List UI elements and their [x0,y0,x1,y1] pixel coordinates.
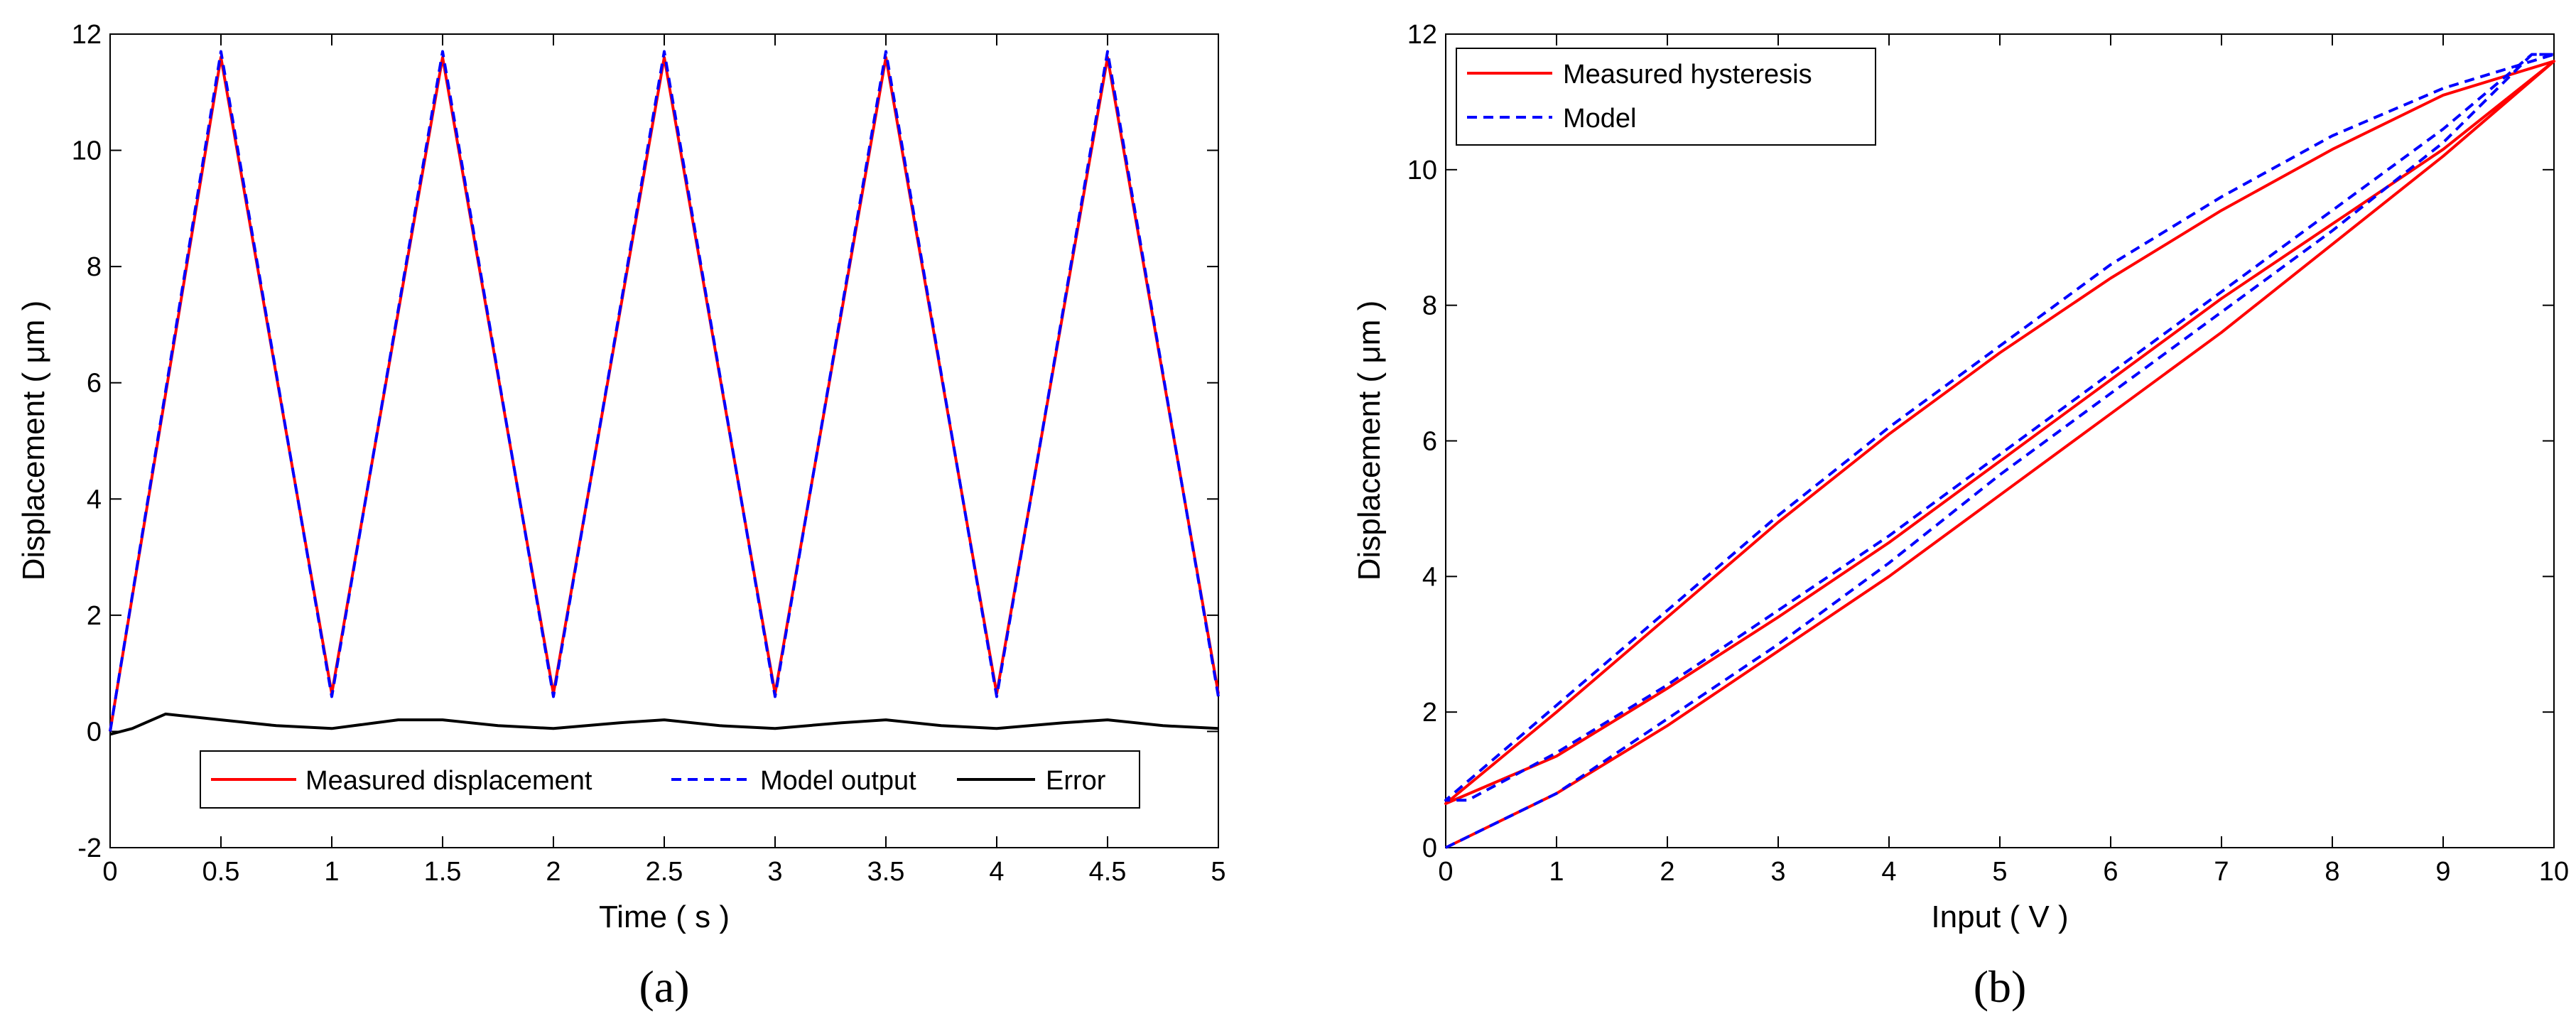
panel-b-x-ticks: 0 1 2 3 4 5 6 7 8 9 10 [1438,34,2569,887]
legend-error-label: Error [1046,766,1106,796]
x-tick-label: 8 [2325,857,2339,887]
y-tick-label: 6 [1422,427,1437,457]
x-tick-label: 10 [2539,857,2569,887]
y-tick-label: 0 [87,717,102,747]
y-tick-label: 4 [87,485,102,514]
x-tick-label: 4 [1881,857,1896,887]
x-tick-label: 2 [546,857,561,887]
x-tick-label: 4 [989,857,1004,887]
x-tick-label: 1 [324,857,339,887]
panel-a-series-group [109,50,1220,736]
x-tick-label: 2.5 [646,857,683,887]
x-tick-label: 3 [767,857,782,887]
x-tick-label: 0 [1438,857,1453,887]
panel-b-legend: Measured hysteresis Model [1456,48,1876,146]
legend-measured-hysteresis-label: Measured hysteresis [1563,60,1812,90]
y-tick-label: 2 [87,601,102,631]
panel-b-series-group [1444,53,2555,849]
legend-model-label: Model [1563,104,1637,134]
y-tick-label: 8 [1422,291,1437,321]
y-tick-label: 4 [1422,562,1437,592]
panel-a-y-ticks: -2 0 2 4 6 8 10 12 [72,20,1218,863]
panel-a-x-axis-title: Time ( s ) [599,900,730,934]
panel-a-x-ticks: 0 0.5 1 1.5 2 2.5 3 3.5 4 4.5 5 [102,34,1226,887]
y-tick-label: 0 [1422,833,1437,863]
legend-measured-displacement-label: Measured displacement [305,766,592,796]
legend-model-output-label: Model output [760,766,916,796]
y-tick-label: 12 [1407,20,1437,50]
panel-b-caption: (b) [1974,961,2027,1012]
x-tick-label: 3 [1770,857,1785,887]
panel-b-plot-frame [1445,33,2555,848]
panel-b-y-ticks: 0 2 4 6 8 10 12 [1407,20,2554,863]
x-tick-label: 3.5 [867,857,905,887]
series-error-line [109,712,1219,736]
y-tick-label: 10 [1407,156,1437,185]
x-tick-label: 1.5 [424,857,462,887]
x-tick-label: 1 [1549,857,1564,887]
x-tick-label: 5 [1992,857,2007,887]
panel-b-y-axis-title: Displacement ( μm ) [1352,301,1387,581]
y-tick-label: 10 [72,136,102,166]
series-measured-hysteresis-line [1444,60,2555,849]
y-tick-label: 2 [1422,698,1437,728]
y-tick-label: 6 [87,369,102,399]
y-tick-label: 12 [72,20,102,50]
y-tick-label: 8 [87,252,102,282]
x-tick-label: 6 [2103,857,2118,887]
x-tick-label: 2 [1660,857,1674,887]
panel-b-legend-box [1456,48,1876,146]
series-model-line [1444,53,2555,849]
panel-a-y-axis-title: Displacement ( μm ) [16,301,51,581]
series-model-output-line [109,50,1220,732]
x-tick-label: 5 [1211,857,1225,887]
x-tick-label: 9 [2435,857,2450,887]
x-tick-label: 0 [102,857,117,887]
panel-a-caption: (a) [639,961,689,1012]
series-measured-displacement-line [109,55,1220,732]
panel-a-legend: Measured displacement Model output Error [200,750,1140,809]
panel-b-x-axis-title: Input ( V ) [1931,900,2068,934]
x-tick-label: 7 [2214,857,2229,887]
y-tick-label: -2 [77,833,102,863]
x-tick-label: 4.5 [1089,857,1127,887]
x-tick-label: 0.5 [202,857,240,887]
